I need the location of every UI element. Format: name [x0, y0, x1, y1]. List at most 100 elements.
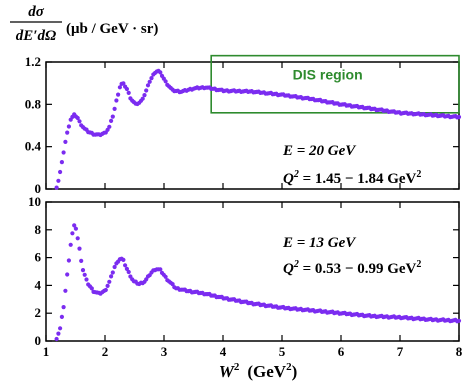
data-point	[59, 314, 64, 319]
data-point	[65, 272, 70, 277]
data-point	[109, 274, 114, 279]
data-point	[54, 336, 59, 342]
y-tick-label: 4	[35, 277, 42, 292]
data-point	[66, 124, 71, 129]
data-point	[170, 282, 175, 287]
data-point	[56, 178, 61, 183]
y-tick-label: 1.2	[25, 54, 41, 69]
y-label-denominator: dE′dΩ	[16, 28, 56, 44]
data-point	[58, 169, 63, 175]
data-point	[121, 81, 126, 86]
data-point	[72, 223, 77, 228]
data-point	[73, 226, 78, 231]
data-point	[66, 258, 71, 263]
x-tick-label: 2	[102, 344, 109, 359]
data-point	[58, 326, 63, 331]
data-point	[75, 236, 80, 241]
x-tick-label: 8	[456, 344, 463, 359]
data-point	[54, 185, 59, 190]
x-axis-label: W2 (GeV2)	[219, 361, 298, 381]
data-point	[75, 115, 80, 121]
data-point	[112, 264, 117, 270]
data-point	[103, 287, 108, 293]
data-point	[144, 88, 149, 93]
bottom-panel-q2-note: Q2 = 0.53 − 0.99 GeV2	[283, 259, 421, 277]
data-point	[89, 286, 94, 291]
y-tick-label: 0	[35, 333, 42, 348]
top-panel-frame	[45, 61, 460, 190]
data-point	[110, 270, 115, 275]
data-point	[77, 246, 82, 251]
bottom-panel-energy-note: E = 13 GeV	[282, 235, 357, 251]
data-point	[68, 242, 73, 247]
top-panel-q2-note: Q2 = 1.45 − 1.84 GeV2	[283, 169, 421, 187]
data-point	[105, 283, 110, 288]
data-point	[70, 231, 75, 236]
data-point	[142, 93, 147, 98]
data-point	[158, 70, 163, 75]
data-point	[107, 279, 112, 284]
data-point	[147, 79, 152, 84]
y-axis-label: dσ dE′dΩ (μb / GeV · sr)	[10, 4, 158, 44]
x-tick-label: 3	[161, 344, 168, 359]
x-tick-label: 5	[279, 344, 286, 359]
data-point	[110, 114, 115, 119]
top-panel-energy-note: E = 20 GeV	[282, 143, 357, 159]
data-point	[116, 92, 121, 97]
data-point	[145, 83, 151, 88]
data-point	[84, 277, 89, 282]
y-tick-label: 0.4	[25, 139, 42, 154]
y-tick-label: 0	[35, 181, 42, 196]
y-tick-label: 8	[35, 222, 42, 237]
data-point	[59, 160, 64, 165]
x-tick-label: 4	[220, 344, 227, 359]
dis-region-label: DIS region	[293, 67, 363, 83]
data-point	[124, 266, 129, 271]
x-tick-label: 1	[43, 344, 50, 359]
bottom-panel-frame	[45, 201, 460, 342]
data-point	[140, 96, 145, 101]
bottom-panel-data-points	[54, 223, 462, 342]
data-point	[114, 98, 119, 103]
data-point	[126, 90, 131, 95]
data-point	[109, 118, 114, 123]
y-label-unit: (μb / GeV · sr)	[66, 21, 158, 37]
top-panel-y-ticks: 0 0.4 0.8 1.2	[25, 54, 459, 196]
data-point	[158, 267, 163, 272]
data-point	[56, 331, 61, 336]
data-point	[63, 139, 68, 144]
data-point	[61, 305, 66, 310]
data-point	[121, 257, 126, 262]
data-point	[123, 263, 128, 268]
x-tick-label: 7	[397, 344, 404, 359]
data-point	[456, 318, 462, 323]
dis-region-box	[210, 54, 460, 114]
data-point	[112, 106, 117, 111]
data-point	[79, 258, 84, 263]
y-label-numerator: dσ	[28, 4, 45, 20]
bottom-panel-y-ticks: 0 2 4 6 8 10	[28, 194, 459, 348]
data-point	[77, 119, 82, 124]
x-axis-tick-labels: 1 2 3 4 5 6 7 8	[43, 344, 463, 359]
data-point	[456, 114, 462, 120]
data-point	[149, 76, 154, 81]
data-point	[126, 269, 131, 275]
x-tick-label: 6	[338, 344, 345, 359]
data-point	[163, 79, 168, 84]
data-point	[82, 272, 87, 277]
data-point	[65, 130, 70, 135]
y-tick-label: 2	[35, 305, 42, 320]
y-tick-label: 10	[28, 194, 41, 209]
y-tick-label: 6	[35, 250, 42, 265]
data-point	[163, 274, 168, 279]
top-panel: 0 0.4 0.8 1.2 DIS region E = 20 GeV Q2 = 1.…	[25, 54, 462, 196]
bottom-panel-x-ticks	[45, 202, 460, 341]
data-point	[124, 86, 129, 92]
data-point	[107, 124, 112, 129]
y-tick-label: 0.8	[25, 96, 42, 111]
data-point	[80, 268, 86, 273]
top-panel-data-points	[54, 68, 462, 190]
top-panel-x-ticks	[45, 62, 460, 189]
